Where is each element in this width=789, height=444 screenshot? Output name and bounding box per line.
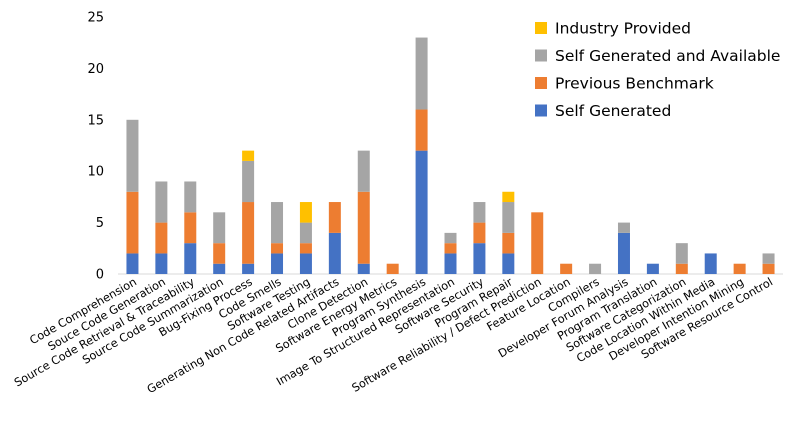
- bar-segment: [646, 263, 659, 274]
- bar-segment: [617, 222, 630, 233]
- bar-segment: [589, 263, 602, 274]
- bar-segment: [242, 263, 255, 274]
- bar-segment: [502, 232, 515, 254]
- y-axis: 0 5 10 15 20 25: [87, 11, 104, 283]
- legend-label: Self Generated: [555, 102, 671, 120]
- bar-segment: [415, 37, 428, 110]
- bar-segment: [502, 191, 515, 203]
- bar-segment: [415, 150, 428, 274]
- y-tick-label: 20: [87, 62, 104, 77]
- bar-segment: [213, 212, 226, 244]
- bar-segment: [155, 253, 168, 274]
- bar-segment: [299, 253, 312, 274]
- bar-segment: [328, 232, 341, 274]
- bar-segment: [444, 232, 457, 244]
- bar-segment: [473, 202, 486, 223]
- y-tick-label: 0: [96, 268, 104, 283]
- bar-segment: [155, 222, 168, 254]
- y-tick-label: 10: [87, 165, 104, 180]
- legend-swatch: [535, 49, 547, 62]
- legend-label: Self Generated and Available: [555, 47, 780, 65]
- legend-swatch: [535, 104, 547, 117]
- bar-segment: [415, 109, 428, 151]
- bar-segment: [733, 263, 746, 274]
- legend-swatch: [535, 77, 547, 89]
- bar-segment: [473, 222, 486, 244]
- bar-segment: [502, 253, 515, 274]
- legend-label: Previous Benchmark: [555, 75, 714, 93]
- bar-segment: [444, 243, 457, 254]
- bar-segment: [762, 253, 775, 264]
- bar-segment: [213, 243, 226, 264]
- bar-segment: [560, 263, 573, 274]
- bar-segment: [155, 181, 168, 223]
- bar-segment: [126, 253, 139, 274]
- bar-segment: [242, 150, 255, 161]
- legend-label: Industry Provided: [555, 20, 691, 38]
- bar-segment: [299, 222, 312, 244]
- bar-segment: [531, 212, 544, 274]
- bar-segment: [357, 191, 370, 264]
- y-tick-label: 5: [96, 216, 104, 231]
- bar-segment: [213, 263, 226, 274]
- legend: Industry Provided Self Generated and Avai…: [535, 20, 780, 120]
- bar-segment: [184, 212, 197, 244]
- legend-swatch: [535, 22, 547, 34]
- bar-segment: [126, 191, 139, 254]
- bar-segment: [328, 202, 341, 233]
- bar-segment: [473, 243, 486, 274]
- bar-segment: [617, 232, 630, 274]
- bar-segment: [271, 202, 284, 244]
- bar-segment: [762, 263, 775, 274]
- bar-segment: [242, 160, 255, 203]
- bar-segment: [271, 253, 284, 274]
- y-tick-label: 25: [87, 11, 104, 26]
- bar-segment: [386, 263, 399, 274]
- bar-segment: [357, 150, 370, 192]
- bar-segment: [242, 202, 255, 264]
- bar-segment: [502, 202, 515, 233]
- bar-segment: [184, 243, 197, 274]
- bar-segment: [357, 263, 370, 274]
- bar-segment: [271, 243, 284, 254]
- y-tick-label: 15: [87, 113, 104, 128]
- bar-segment: [444, 253, 457, 274]
- bars-group: [126, 37, 775, 274]
- bar-segment: [299, 243, 312, 254]
- bar-segment: [675, 243, 688, 264]
- bar-segment: [675, 263, 688, 274]
- bar-segment: [126, 119, 139, 192]
- bar-segment: [184, 181, 197, 213]
- bar-segment: [299, 202, 312, 223]
- bar-segment: [704, 253, 717, 274]
